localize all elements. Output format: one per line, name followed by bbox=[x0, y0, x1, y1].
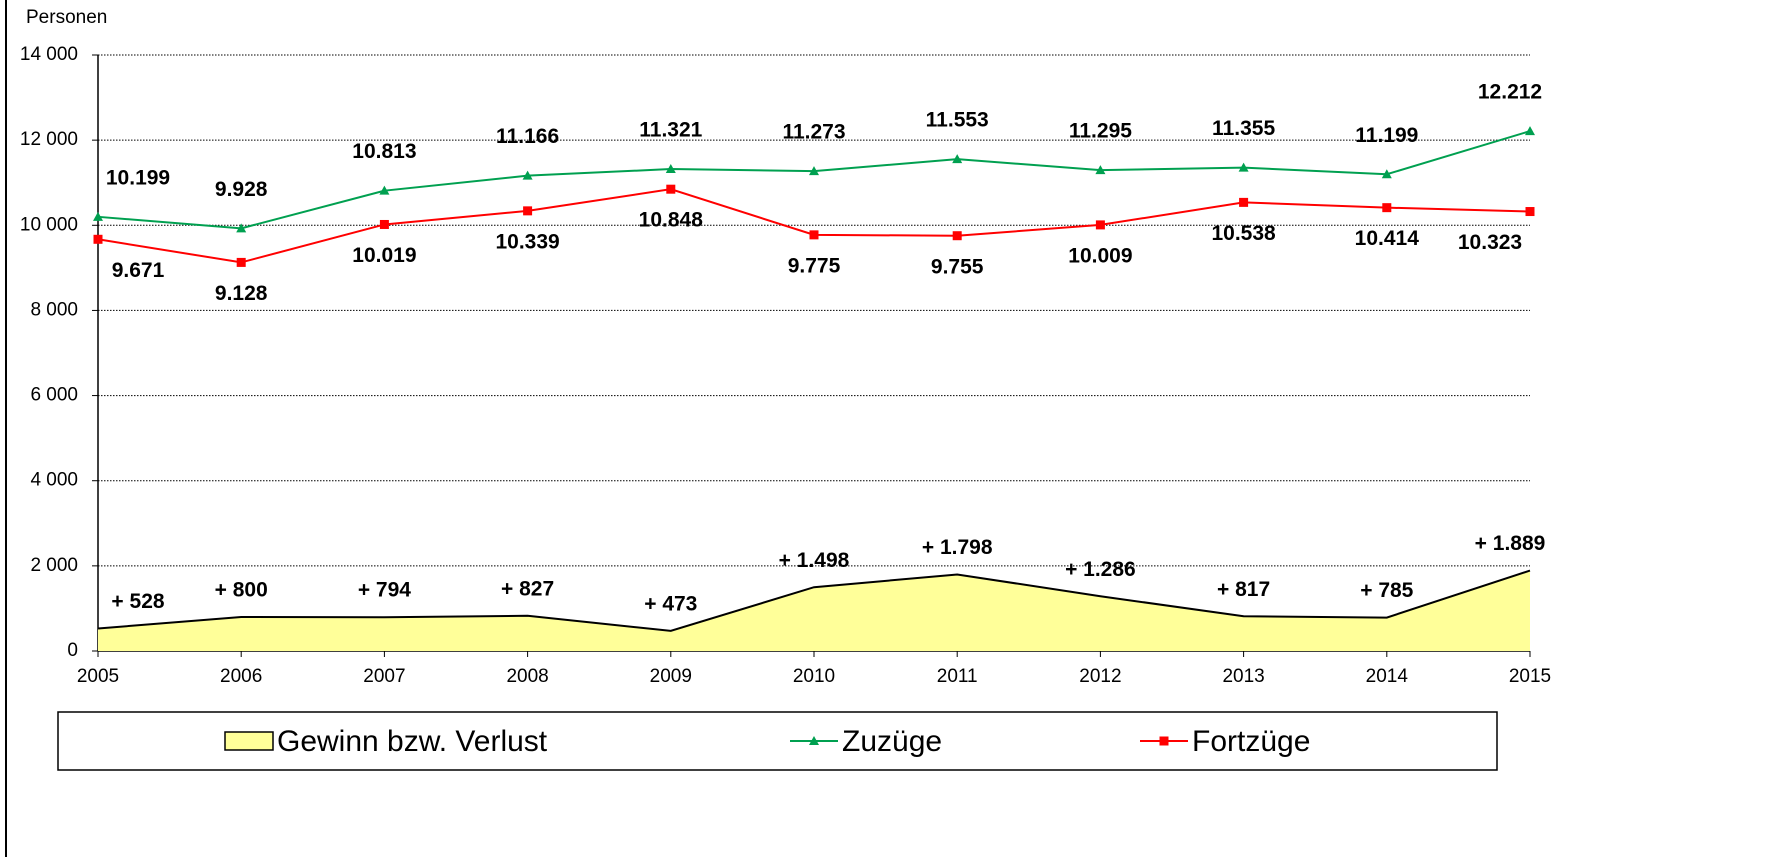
y-tick-label: 10 000 bbox=[20, 214, 78, 235]
marker bbox=[523, 206, 533, 216]
data-label: + 794 bbox=[358, 579, 411, 602]
data-label: 10.199 bbox=[106, 166, 170, 189]
data-label: + 473 bbox=[644, 592, 697, 615]
data-label: 11.321 bbox=[639, 119, 702, 142]
y-tick-label: 4 000 bbox=[30, 470, 78, 491]
y-tick-label: 0 bbox=[67, 640, 78, 661]
x-tick-label: 2009 bbox=[650, 666, 692, 687]
x-tick-label: 2005 bbox=[77, 666, 119, 687]
legend bbox=[57, 711, 1498, 771]
marker bbox=[809, 230, 819, 240]
legend-label: Fortzüge bbox=[1192, 725, 1310, 758]
data-label: 11.166 bbox=[496, 125, 559, 148]
data-label: + 1.498 bbox=[779, 549, 850, 572]
marker bbox=[665, 164, 676, 174]
data-label: 11.273 bbox=[782, 121, 845, 144]
x-tick-label: 2012 bbox=[1079, 666, 1121, 687]
data-label: + 800 bbox=[215, 578, 268, 601]
marker bbox=[1238, 162, 1249, 172]
data-label: + 528 bbox=[111, 590, 164, 613]
data-label: 11.295 bbox=[1069, 120, 1132, 143]
marker bbox=[1381, 169, 1392, 179]
marker bbox=[379, 219, 389, 229]
x-tick-label: 2008 bbox=[506, 666, 548, 687]
y-tick-label: 8 000 bbox=[30, 299, 78, 320]
marker bbox=[1095, 220, 1105, 230]
data-label: + 1.286 bbox=[1065, 558, 1136, 581]
x-tick-label: 2010 bbox=[793, 666, 835, 687]
data-label: 9.775 bbox=[788, 254, 841, 277]
legend-marker bbox=[1159, 736, 1169, 746]
y-axis-label: Personen bbox=[26, 7, 107, 28]
data-label: 9.755 bbox=[931, 255, 984, 278]
marker bbox=[1382, 203, 1392, 213]
data-label: 10.019 bbox=[352, 244, 416, 267]
y-tick-label: 6 000 bbox=[30, 385, 78, 406]
line bbox=[97, 130, 1531, 230]
data-label: 10.009 bbox=[1068, 244, 1132, 267]
data-label: 10.414 bbox=[1355, 227, 1420, 250]
x-tick-label: 2015 bbox=[1509, 666, 1551, 687]
data-label: 10.339 bbox=[495, 230, 559, 253]
line bbox=[97, 188, 1531, 264]
legend-swatch bbox=[224, 731, 274, 751]
marker bbox=[1239, 197, 1249, 207]
marker bbox=[379, 185, 390, 195]
area bbox=[98, 570, 1530, 651]
data-label: 9.671 bbox=[112, 259, 165, 282]
marker bbox=[1525, 126, 1535, 136]
data-label: + 827 bbox=[501, 577, 554, 600]
x-tick-label: 2006 bbox=[220, 666, 262, 687]
data-label: 10.813 bbox=[352, 140, 416, 163]
legend-marker bbox=[809, 736, 819, 745]
marker bbox=[93, 234, 103, 244]
y-tick-label: 14 000 bbox=[20, 44, 78, 65]
data-label: + 1.798 bbox=[922, 536, 993, 559]
data-label: 11.199 bbox=[1355, 124, 1418, 147]
data-label: 10.323 bbox=[1458, 231, 1522, 254]
legend-label: Zuzüge bbox=[842, 725, 942, 758]
data-label: + 817 bbox=[1217, 578, 1270, 601]
marker bbox=[93, 211, 103, 221]
y-tick-label: 12 000 bbox=[20, 129, 78, 150]
x-tick-label: 2014 bbox=[1366, 666, 1409, 687]
x-tick-label: 2007 bbox=[363, 666, 405, 687]
legend-label: Gewinn bzw. Verlust bbox=[277, 725, 548, 758]
data-label: 11.553 bbox=[926, 109, 989, 132]
data-label: + 1.889 bbox=[1475, 532, 1546, 555]
data-label: 10.848 bbox=[639, 209, 704, 232]
marker bbox=[952, 154, 963, 164]
marker bbox=[952, 231, 962, 241]
data-label: + 785 bbox=[1360, 579, 1413, 602]
data-label: 12.212 bbox=[1478, 81, 1542, 104]
x-tick-label: 2013 bbox=[1222, 666, 1264, 687]
data-label: 10.538 bbox=[1211, 222, 1276, 245]
marker bbox=[666, 184, 676, 194]
area-edge bbox=[97, 569, 1531, 632]
marker bbox=[809, 166, 819, 176]
x-tick-label: 2011 bbox=[937, 666, 978, 687]
y-tick-label: 2 000 bbox=[30, 555, 78, 576]
marker bbox=[522, 170, 533, 180]
marker bbox=[1525, 207, 1535, 217]
data-label: 9.128 bbox=[215, 282, 268, 305]
data-label: 11.355 bbox=[1212, 117, 1275, 140]
marker bbox=[1095, 165, 1106, 175]
marker bbox=[236, 257, 246, 267]
data-label: 9.928 bbox=[215, 178, 268, 201]
marker bbox=[236, 223, 247, 233]
